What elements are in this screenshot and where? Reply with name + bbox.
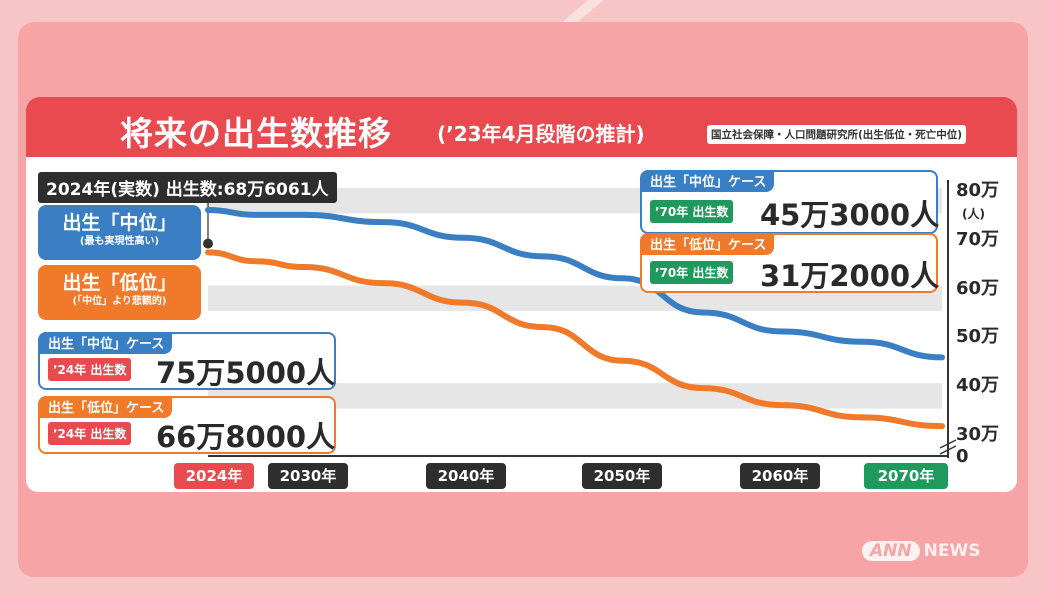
news-text: NEWS (923, 541, 981, 561)
box-mid-2070-title: 出生「中位」ケース (642, 170, 775, 192)
legend-mid: 出生「中位」 (最も実現性高い) (38, 205, 201, 260)
box-low-2024-tag: ’24年 出生数 (48, 422, 132, 445)
chart-title: 将来の出生数推移 (120, 114, 392, 153)
box-low-2070-tag: ’70年 出生数 (650, 261, 734, 284)
x-tick-label: 2030年 (268, 463, 348, 489)
y-tick-label: 0 (956, 446, 969, 467)
y-tick-label: 80万 (956, 180, 1000, 201)
y-tick-label: 30万 (956, 424, 1000, 445)
ann-news-watermark: ANN NEWS (862, 541, 980, 561)
box-low-2024: 出生「低位」ケース ’24年 出生数 66万8000人 (38, 396, 336, 454)
data-source: 国立社会保障・人口問題研究所(出生低位・死亡中位) (707, 125, 967, 144)
box-mid-2070: 出生「中位」ケース ’70年 出生数 45万3000人 (640, 170, 940, 234)
ann-logo: ANN (862, 541, 920, 561)
box-mid-2024-title: 出生「中位」ケース (40, 332, 173, 354)
box-mid-2070-tag: ’70年 出生数 (650, 200, 734, 223)
box-mid-2024-value: 75万5000人 (156, 356, 336, 390)
chart-subtitle: (’23年4月段階の推計) (437, 122, 645, 146)
legend-mid-note: (最も実現性高い) (79, 236, 160, 247)
y-tick-label: 70万 (956, 228, 1000, 250)
actual-2024-annotation: 2024年(実数) 出生数:68万6061人 (38, 172, 337, 203)
y-tick-label: 40万 (956, 375, 1000, 397)
box-mid-2024: 出生「中位」ケース ’24年 出生数 75万5000人 (38, 332, 336, 390)
legend-low: 出生「低位」 (「中位」より悲観的) (38, 265, 201, 320)
y-axis-unit: (人) (962, 207, 985, 221)
box-mid-2024-tag: ’24年 出生数 (48, 358, 132, 381)
box-low-2070-value: 31万2000人 (760, 259, 940, 293)
legend-low-note: (「中位」より悲観的) (72, 296, 167, 307)
box-low-2024-value: 66万8000人 (156, 420, 336, 454)
series-line-mid (205, 206, 945, 361)
x-tick-label: 2024年 (174, 463, 254, 489)
axis-break-mark (939, 439, 957, 449)
x-tick-label: 2050年 (582, 463, 662, 489)
legend-mid-label: 出生「中位」 (62, 212, 177, 234)
y-tick-label: 50万 (956, 326, 1000, 348)
series-line-low (205, 249, 945, 430)
actual-2024-point (203, 238, 213, 249)
box-low-2070-title: 出生「低位」ケース (642, 233, 775, 255)
box-low-2070: 出生「低位」ケース ’70年 出生数 31万2000人 (640, 233, 940, 293)
x-tick-label: 2040年 (426, 463, 506, 489)
x-tick-label: 2070年 (864, 463, 948, 489)
y-tick-label: 60万 (956, 277, 1000, 299)
axis-break-mark (939, 445, 957, 455)
x-tick-label: 2060年 (740, 463, 820, 489)
box-low-2024-title: 出生「低位」ケース (40, 396, 173, 418)
box-mid-2070-value: 45万3000人 (760, 198, 940, 232)
legend-low-label: 出生「低位」 (62, 272, 177, 294)
